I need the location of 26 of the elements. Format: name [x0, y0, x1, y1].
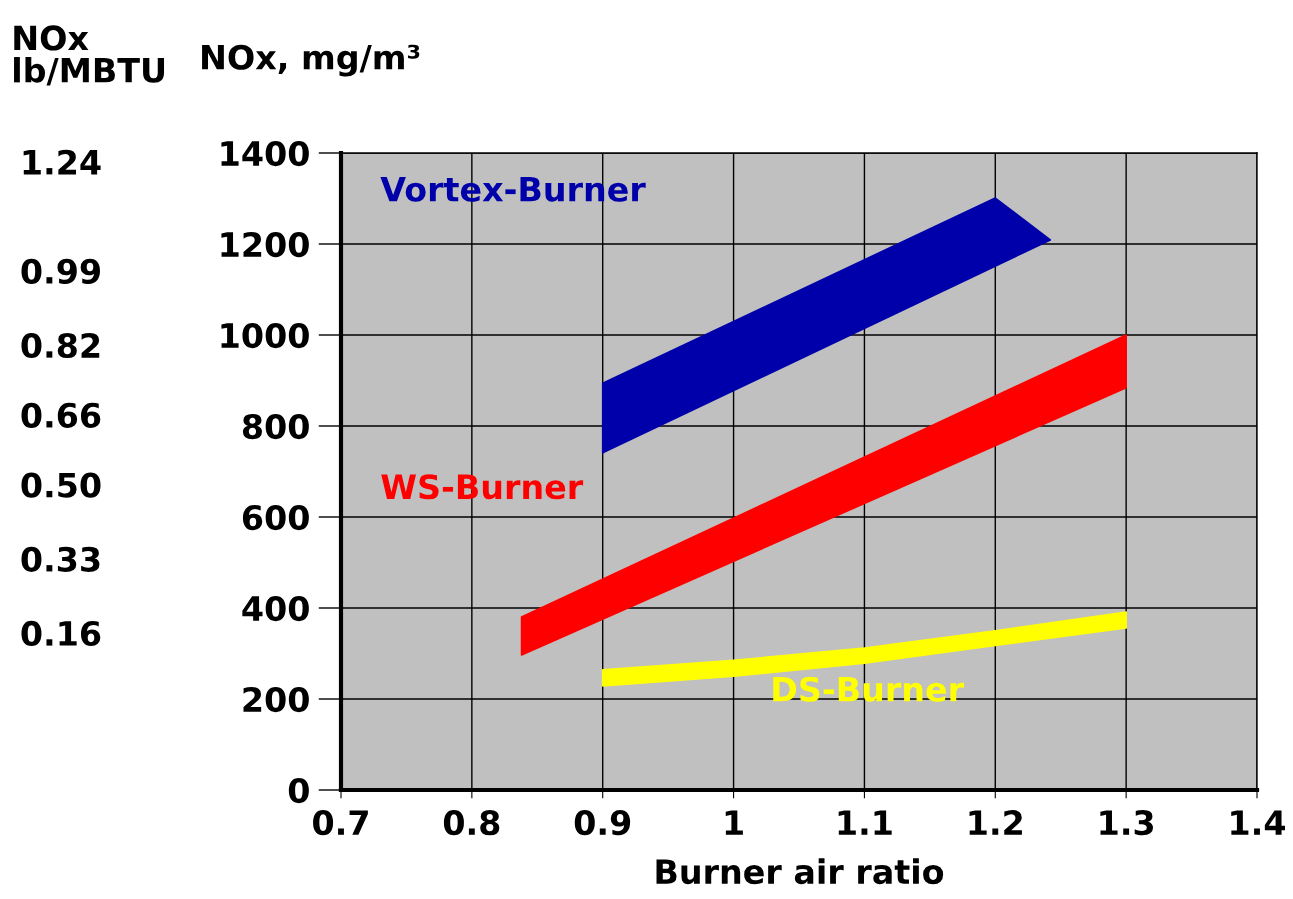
- y-tick-label: 1000: [221, 322, 309, 349]
- y-axis-title: NOx, mg/m³: [202, 44, 420, 77]
- y-tick-label: 400: [242, 595, 309, 622]
- x-axis-title: Burner air ratio: [656, 858, 944, 885]
- y2-axis-title: NOx lb/MBTU: [14, 25, 165, 86]
- y2-tick-label: 0.99: [21, 258, 100, 284]
- y2-tick-label: 0.16: [21, 620, 101, 647]
- y2-tick-label: 0.82: [21, 332, 100, 359]
- y2-tick-label: 0.66: [21, 402, 101, 428]
- x-tick-label: 1.1: [838, 810, 892, 835]
- x-tick-label: 1.2: [969, 810, 1022, 835]
- x-tick-label: 1: [725, 810, 743, 835]
- x-tick-label: 1.4: [1231, 810, 1285, 835]
- x-tick-label: 0.7: [313, 810, 368, 836]
- y-tick-label: 800: [242, 413, 309, 440]
- y-tick-label: 0: [288, 777, 309, 804]
- x-tick-label: 0.9: [574, 810, 631, 836]
- y-tick-label: 1200: [221, 231, 309, 258]
- y-tick-label: 600: [242, 504, 309, 531]
- y2-tick-label: 1.24: [23, 149, 101, 175]
- x-tick-label: 1.3: [1100, 810, 1154, 836]
- x-tick-label: 0.8: [443, 810, 500, 836]
- y2-tick-label: 0.33: [21, 546, 100, 572]
- y-tick-label: 200: [243, 686, 309, 713]
- y2-tick-label: 0.50: [21, 472, 101, 498]
- y-tick-label: 1400: [221, 140, 309, 167]
